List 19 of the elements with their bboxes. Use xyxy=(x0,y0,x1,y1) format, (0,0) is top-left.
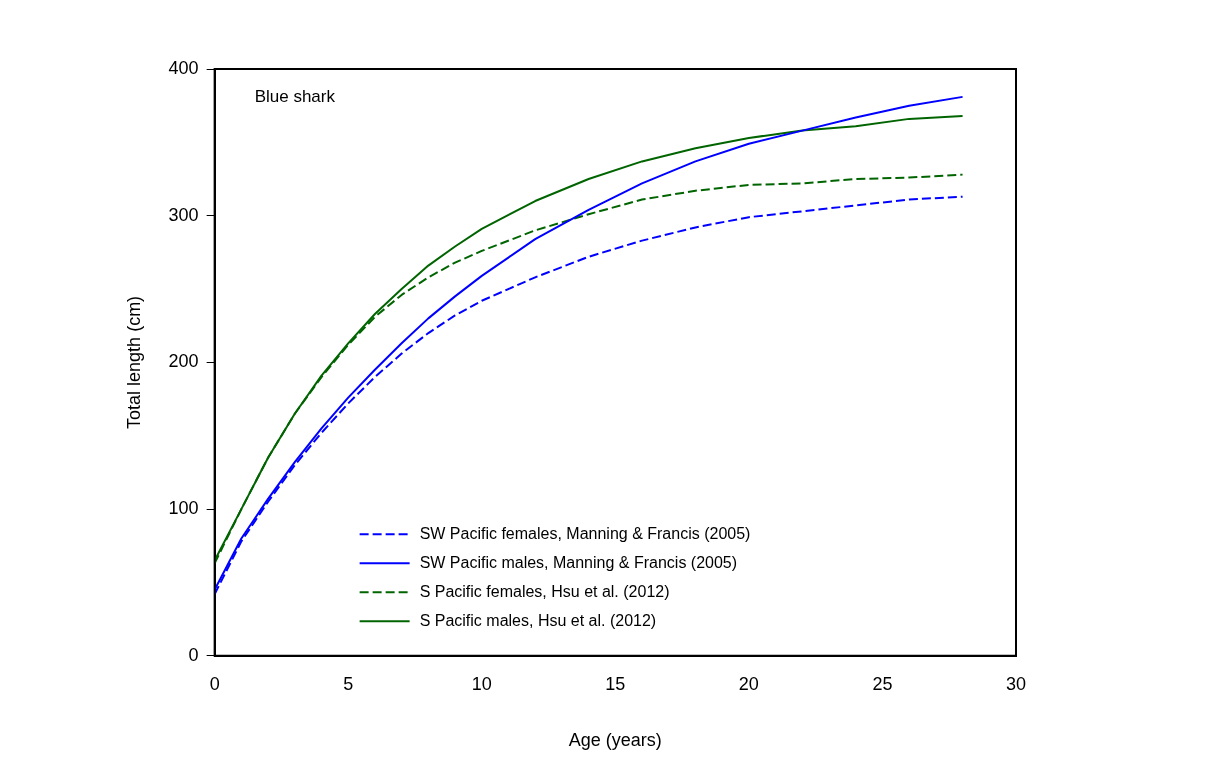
x-tick-label: 5 xyxy=(343,673,354,694)
legend-label: SW Pacific males, Manning & Francis (2005) xyxy=(419,553,738,571)
y-tick-label: 0 xyxy=(188,644,199,665)
x-tick-label: 25 xyxy=(872,673,893,694)
y-tick-label: 300 xyxy=(168,204,199,225)
legend-label: SW Pacific females, Manning & Francis (2005) xyxy=(419,524,751,542)
x-tick-label: 30 xyxy=(1005,673,1027,694)
annotation: Blue shark xyxy=(254,87,336,107)
y-tick-label: 200 xyxy=(168,351,199,372)
x-tick-label: 10 xyxy=(471,673,492,694)
y-axis-title: Total length (cm) xyxy=(123,295,144,429)
x-tick-label: 0 xyxy=(209,673,220,694)
x-axis-title: Age (years) xyxy=(568,730,662,751)
x-tick-label: 15 xyxy=(605,673,626,694)
y-tick-label: 100 xyxy=(168,498,199,519)
y-tick-label: 400 xyxy=(168,57,199,78)
legend-label: S Pacific females, Hsu et al. (2012) xyxy=(419,582,670,600)
legend-label: S Pacific males, Hsu et al. (2012) xyxy=(419,611,657,629)
x-tick-label: 20 xyxy=(738,673,759,694)
